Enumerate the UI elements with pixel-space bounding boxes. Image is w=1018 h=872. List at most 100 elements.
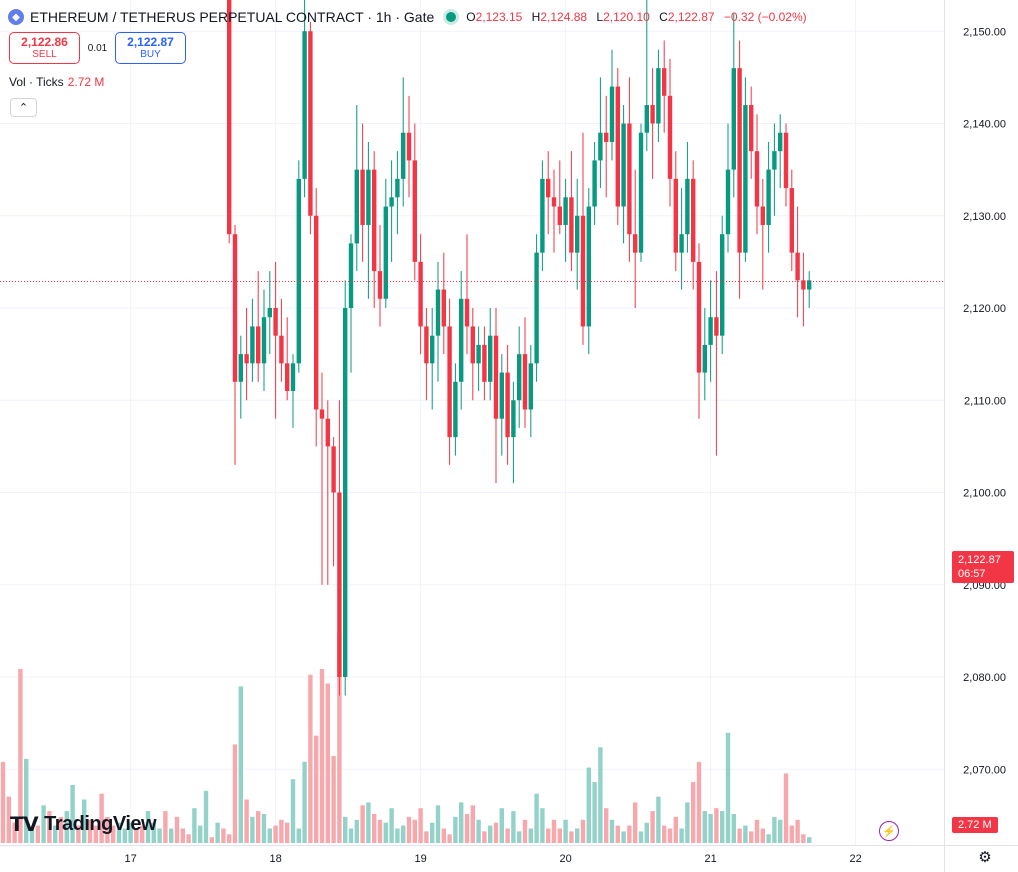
candle-body	[308, 31, 313, 216]
volume-bar	[348, 828, 354, 843]
low-key: L	[596, 10, 604, 24]
volume-bar	[285, 822, 290, 843]
volume-bar	[256, 811, 261, 843]
volume-bar	[424, 831, 429, 843]
gear-icon[interactable]: ⚙	[978, 849, 992, 866]
volume-bar	[505, 828, 510, 843]
candle	[586, 188, 591, 355]
candle-body	[650, 105, 655, 124]
volume-bar	[296, 828, 301, 843]
volume-bar	[731, 814, 736, 843]
candle	[430, 308, 435, 410]
candle	[377, 224, 383, 327]
collapse-legend-button[interactable]: ⌃	[10, 98, 37, 117]
volume-bar	[464, 814, 470, 843]
candle-body	[592, 160, 597, 207]
candle	[638, 123, 644, 262]
candle	[667, 58, 673, 207]
candle	[244, 308, 249, 401]
volume-bar	[337, 634, 342, 843]
volume-bar	[70, 785, 75, 843]
tradingview-logo[interactable]: 𝗧𝗩 TradingView	[10, 812, 157, 837]
candle-body	[250, 326, 255, 364]
volume-bar	[64, 811, 69, 843]
candle	[604, 95, 609, 198]
volume-bar	[720, 811, 725, 843]
chart-header: ◆ ETHEREUM / TETHERUS PERPETUAL CONTRACT…	[8, 8, 813, 26]
candle	[517, 326, 522, 428]
symbol-title[interactable]: ETHEREUM / TETHERUS PERPETUAL CONTRACT ·…	[30, 9, 435, 25]
volume-bar	[24, 758, 29, 843]
candle-body	[633, 234, 638, 253]
buy-button[interactable]: 2,122.87 BUY	[115, 32, 186, 64]
volume-bar	[453, 816, 458, 843]
lightning-icon[interactable]: ⚡	[879, 821, 899, 841]
volume-bar	[551, 819, 557, 843]
volume-bar	[0, 761, 6, 843]
candle-body	[331, 446, 336, 493]
candle-body	[667, 95, 673, 179]
candle	[406, 95, 412, 198]
candle-body	[360, 169, 365, 225]
buy-label: BUY	[140, 48, 161, 60]
volume-bar	[412, 819, 417, 843]
candle-body	[807, 280, 812, 290]
volume-bar	[151, 822, 156, 843]
candle	[592, 141, 597, 225]
volume-bar	[534, 793, 539, 843]
volume-bar	[482, 831, 487, 843]
price-axis[interactable]: 2,070.002,080.002,090.002,100.002,110.00…	[963, 0, 1006, 776]
sell-button[interactable]: 2,122.86 SELL	[9, 32, 80, 64]
candle	[505, 344, 510, 465]
candle	[662, 40, 667, 133]
candle	[285, 317, 290, 401]
volume-legend-label: Vol · Ticks	[9, 75, 64, 89]
buy-price: 2,122.87	[127, 34, 174, 49]
price-tick-label: 2,100.00	[963, 488, 1006, 500]
volume-bar	[418, 808, 423, 843]
candle-body	[580, 215, 586, 327]
candle-body	[418, 261, 423, 327]
candle	[418, 234, 423, 355]
candle-body	[754, 151, 760, 207]
volume-bar	[476, 819, 481, 843]
candle-body	[766, 169, 771, 225]
candle	[731, 12, 736, 198]
time-axis[interactable]: 17 18 19 20 21 22	[124, 853, 861, 865]
volume-bar	[308, 674, 313, 843]
candle-body	[778, 132, 783, 152]
candle	[580, 132, 586, 345]
volume-bar	[192, 808, 197, 843]
candle-body	[737, 68, 742, 253]
candle	[395, 151, 400, 235]
volume-legend[interactable]: Vol · Ticks 2.72 M	[9, 75, 104, 89]
volume-bar	[76, 825, 81, 843]
candle	[754, 114, 760, 235]
candle-body	[325, 418, 330, 447]
volume-bar	[157, 828, 162, 843]
candle-body	[412, 160, 417, 262]
candle-body	[609, 86, 615, 142]
candle-body	[696, 261, 702, 373]
candle-body	[621, 123, 626, 207]
candle	[337, 400, 342, 696]
candle	[343, 280, 348, 696]
candle-body	[801, 280, 806, 290]
volume-bar	[789, 825, 794, 843]
candle	[778, 114, 783, 189]
volume-bars	[0, 634, 812, 843]
volume-bar	[250, 816, 255, 843]
trade-buttons: 2,122.86 SELL 0.01 2,122.87 BUY	[9, 32, 186, 64]
high-key: H	[531, 10, 541, 24]
volume-bar	[470, 805, 475, 843]
sell-label: SELL	[32, 48, 57, 60]
candle	[331, 437, 336, 567]
candle-body	[638, 132, 644, 253]
time-tick-label: 19	[414, 853, 426, 865]
candle	[290, 354, 296, 428]
candle	[232, 224, 238, 465]
candle-body	[604, 132, 609, 142]
time-tick-label: 21	[704, 853, 716, 865]
volume-bar	[314, 735, 319, 843]
